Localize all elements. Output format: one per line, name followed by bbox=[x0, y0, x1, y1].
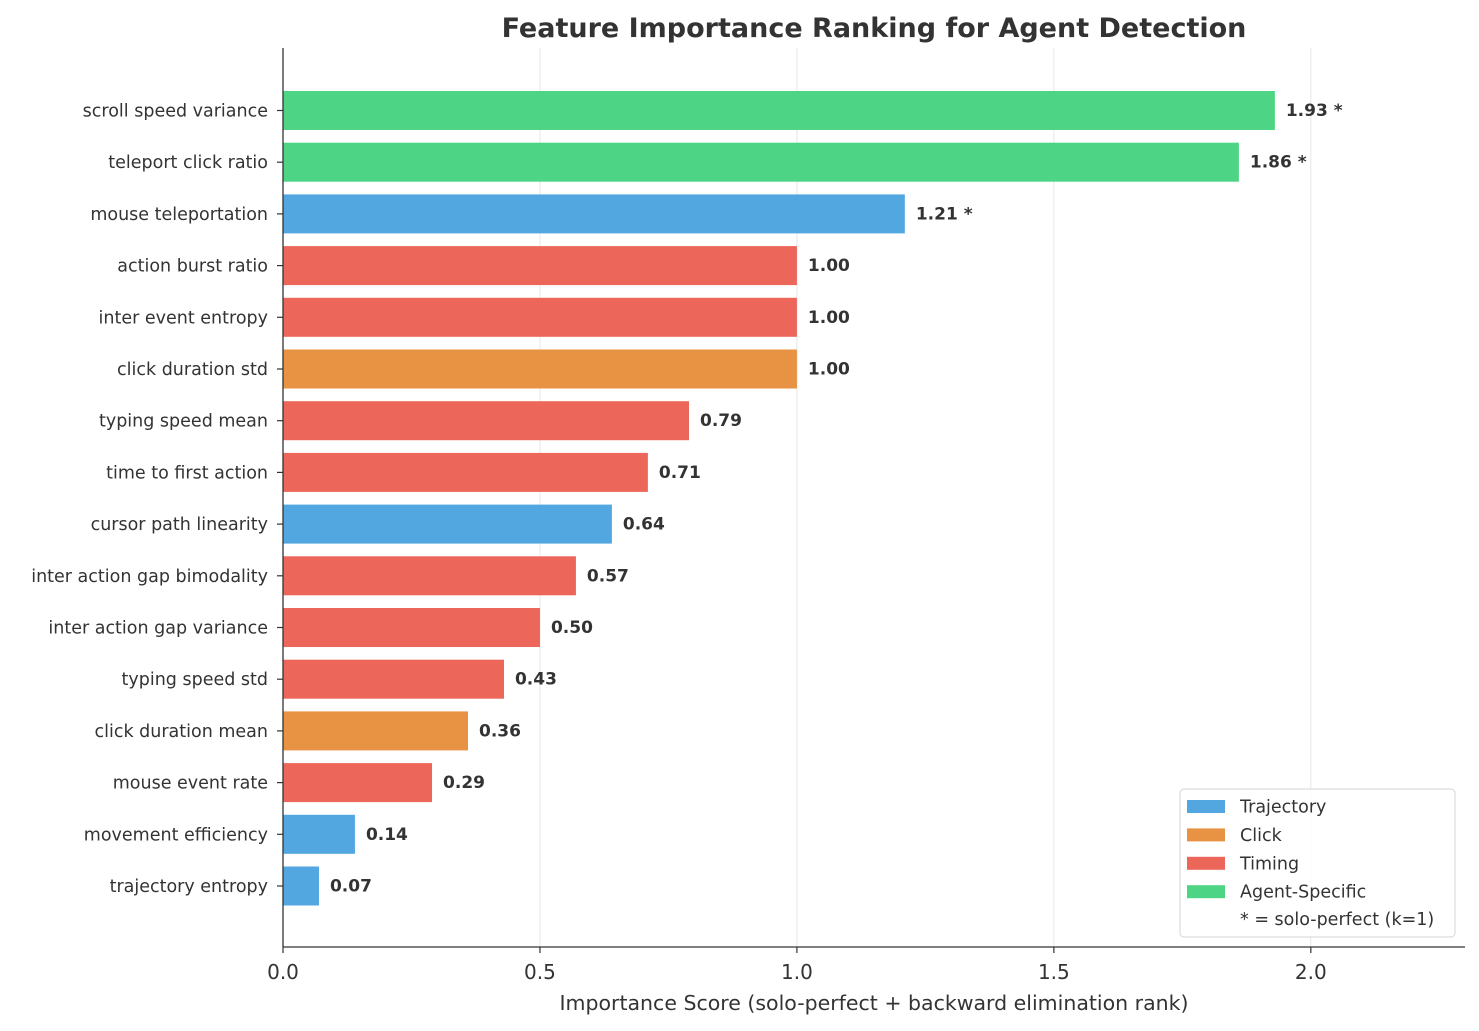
value-label-1: 1.86 * bbox=[1250, 153, 1307, 173]
axes: 0.0 0.5 1.0 1.5 2.0 bbox=[267, 48, 1465, 984]
category-label-12: click duration mean bbox=[95, 722, 269, 742]
category-label-11: typing speed std bbox=[122, 670, 268, 690]
value-label-6: 0.79 bbox=[700, 411, 742, 431]
value-label-8: 0.64 bbox=[623, 515, 665, 535]
x-axis-title: Importance Score (solo-perfect + backwar… bbox=[559, 991, 1188, 1015]
category-label-15: trajectory entropy bbox=[110, 877, 268, 897]
value-label-0: 1.93 * bbox=[1286, 101, 1343, 121]
category-label-1: teleport click ratio bbox=[108, 153, 268, 173]
legend: Trajectory Click Timing Agent-Specific * = s… bbox=[1179, 788, 1456, 938]
bar-7 bbox=[283, 452, 648, 492]
category-label-3: action burst ratio bbox=[117, 257, 268, 277]
x-tick-label-0.0: 0.0 bbox=[267, 960, 299, 984]
legend-swatch-3 bbox=[1187, 885, 1225, 899]
bar-3 bbox=[283, 246, 797, 286]
bar-0 bbox=[283, 91, 1275, 130]
value-label-11: 0.43 bbox=[515, 670, 557, 690]
bar-15 bbox=[283, 866, 319, 906]
bar-13 bbox=[283, 763, 433, 803]
chart-title: Feature Importance Ranking for Agent Det… bbox=[502, 13, 1247, 44]
legend-label-0: Trajectory bbox=[1239, 798, 1326, 818]
value-label-10: 0.50 bbox=[551, 618, 593, 638]
value-label-14: 0.14 bbox=[366, 825, 408, 845]
bar-10 bbox=[283, 608, 540, 647]
value-label-7: 0.71 bbox=[659, 463, 701, 483]
value-label-12: 0.36 bbox=[479, 721, 521, 741]
bar-4 bbox=[283, 297, 797, 337]
bar-12 bbox=[283, 711, 469, 751]
category-label-6: typing speed mean bbox=[99, 412, 268, 432]
legend-box bbox=[1179, 788, 1456, 938]
bar-14 bbox=[283, 814, 355, 854]
category-label-8: cursor path linearity bbox=[91, 515, 268, 535]
x-tick-label-0.5: 0.5 bbox=[524, 960, 556, 984]
x-tick-label-1.0: 1.0 bbox=[781, 960, 813, 984]
category-label-14: movement efficiency bbox=[84, 825, 268, 845]
value-label-4: 1.00 bbox=[808, 308, 850, 328]
category-label-10: inter action gap variance bbox=[48, 619, 268, 639]
legend-label-1: Click bbox=[1240, 826, 1283, 846]
category-labels: scroll speed variance teleport click rati… bbox=[31, 102, 268, 898]
bars bbox=[283, 91, 1275, 906]
x-tick-label-1.5: 1.5 bbox=[1038, 960, 1070, 984]
bar-1 bbox=[283, 142, 1239, 182]
legend-note: * = solo-perfect (k=1) bbox=[1240, 910, 1434, 930]
category-label-2: mouse teleportation bbox=[90, 205, 268, 225]
value-label-3: 1.00 bbox=[808, 256, 850, 276]
bar-9 bbox=[283, 556, 576, 596]
category-label-7: time to first action bbox=[106, 463, 268, 483]
legend-swatch-2 bbox=[1187, 856, 1225, 870]
category-label-9: inter action gap bimodality bbox=[31, 567, 268, 587]
value-labels: 1.93 * 1.86 * 1.21 * 1.00 1.00 1.00 0.79 0.71 0.… bbox=[330, 101, 1343, 897]
category-label-4: inter event entropy bbox=[99, 308, 268, 328]
value-label-9: 0.57 bbox=[587, 566, 629, 586]
value-label-2: 1.21 * bbox=[916, 204, 973, 224]
legend-swatch-0 bbox=[1187, 800, 1225, 813]
bar-6 bbox=[283, 401, 689, 441]
bar-5 bbox=[283, 349, 797, 389]
bar-2 bbox=[283, 194, 905, 234]
legend-label-2: Timing bbox=[1239, 854, 1299, 874]
bar-8 bbox=[283, 504, 612, 544]
bar-11 bbox=[283, 659, 504, 699]
category-label-0: scroll speed variance bbox=[83, 102, 268, 122]
category-label-5: click duration std bbox=[117, 360, 268, 380]
x-tick-label-2.0: 2.0 bbox=[1295, 960, 1327, 984]
legend-label-3: Agent-Specific bbox=[1240, 883, 1366, 903]
value-label-13: 0.29 bbox=[443, 773, 485, 793]
category-label-13: mouse event rate bbox=[113, 774, 268, 794]
value-label-5: 1.00 bbox=[808, 360, 850, 380]
legend-swatch-1 bbox=[1187, 828, 1225, 842]
value-label-15: 0.07 bbox=[330, 877, 372, 897]
